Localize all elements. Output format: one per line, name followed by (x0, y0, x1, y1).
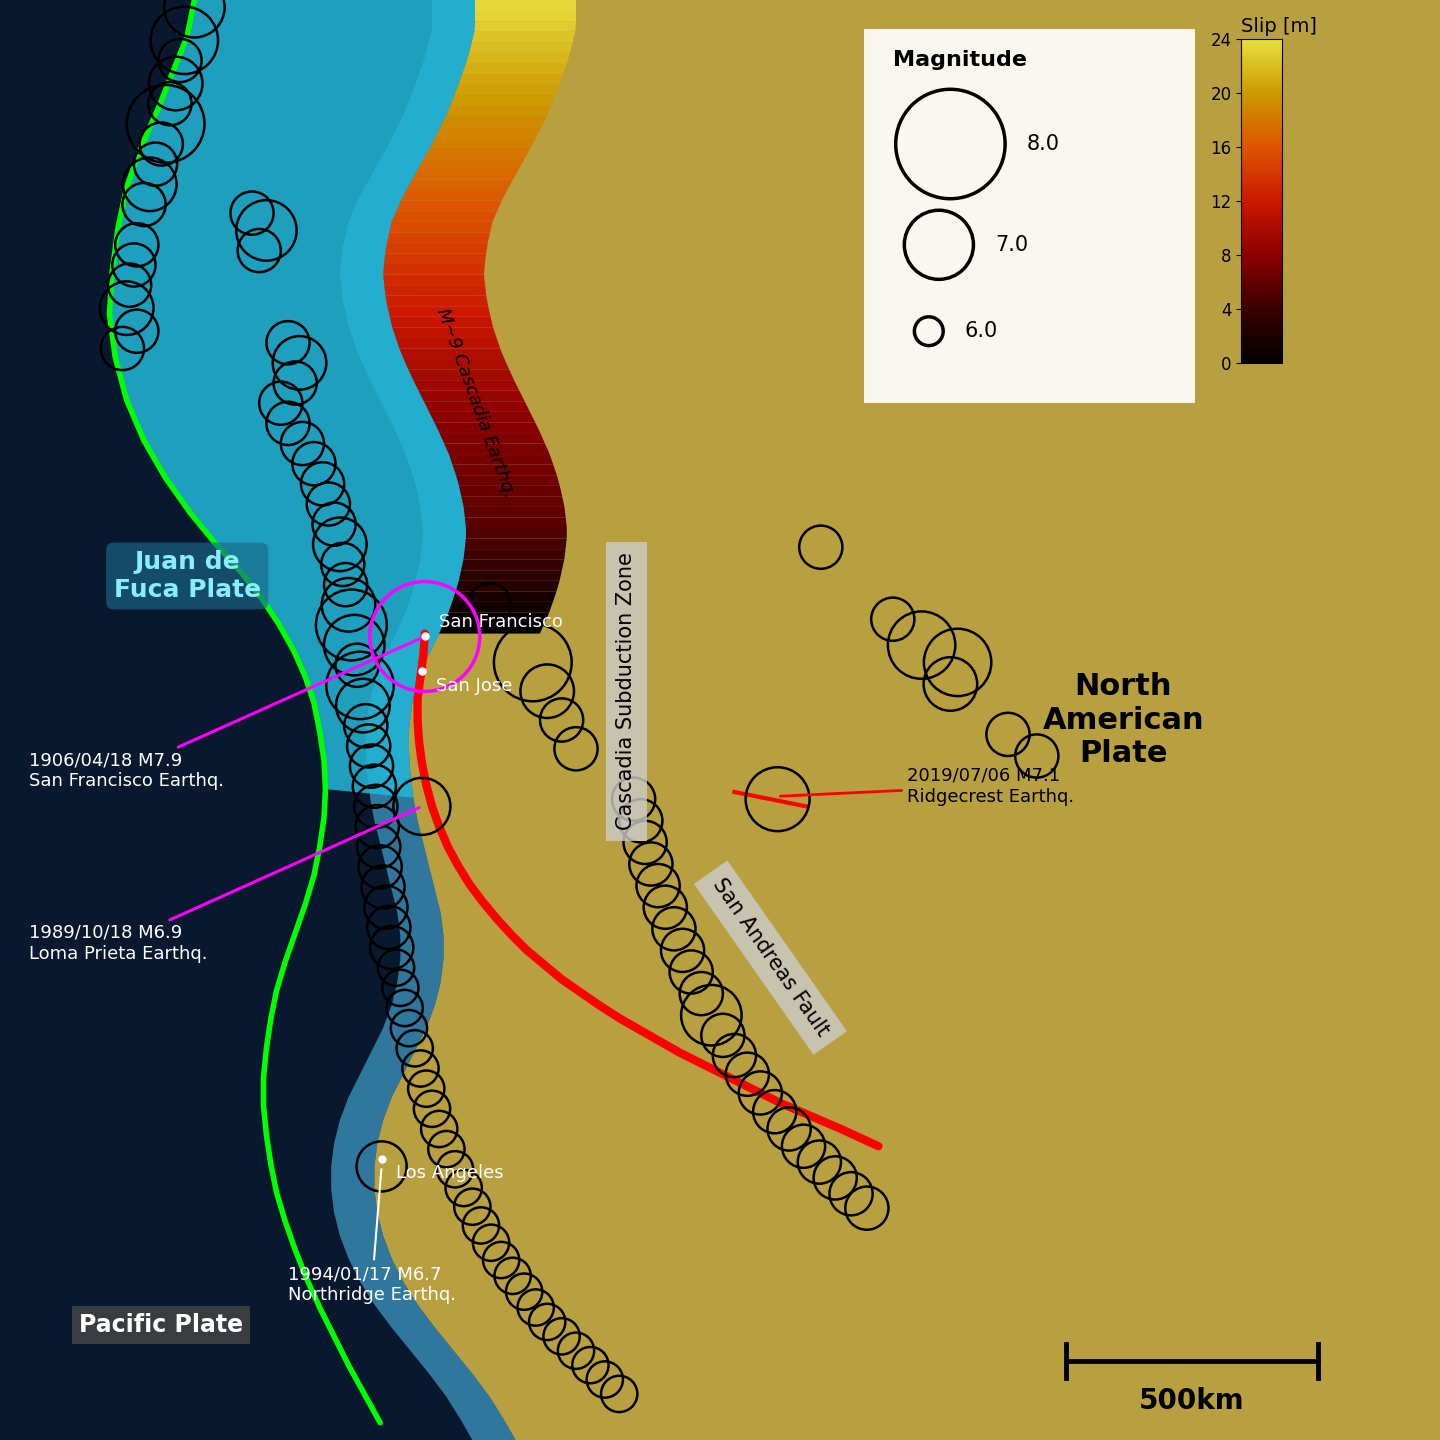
Polygon shape (412, 168, 518, 180)
Polygon shape (475, 22, 576, 32)
Polygon shape (449, 454, 553, 465)
Polygon shape (384, 285, 487, 295)
Polygon shape (451, 95, 556, 105)
Polygon shape (458, 73, 563, 85)
Text: Cascadia Subduction Zone: Cascadia Subduction Zone (616, 553, 636, 829)
Polygon shape (452, 592, 556, 602)
Polygon shape (469, 42, 573, 53)
Polygon shape (387, 232, 490, 243)
Polygon shape (406, 180, 513, 190)
Polygon shape (467, 528, 567, 539)
Polygon shape (464, 549, 566, 560)
Polygon shape (465, 539, 567, 549)
Polygon shape (448, 602, 553, 612)
Text: 8.0: 8.0 (1027, 134, 1060, 154)
Polygon shape (465, 517, 567, 528)
Text: San Jose: San Jose (436, 677, 513, 696)
Polygon shape (392, 212, 497, 222)
Polygon shape (331, 0, 516, 1440)
Polygon shape (384, 253, 487, 264)
Text: Magnitude: Magnitude (893, 50, 1027, 71)
Text: 1989/10/18 M6.9
Loma Prieta Earthq.: 1989/10/18 M6.9 Loma Prieta Earthq. (29, 808, 419, 962)
Text: North
American
Plate: North American Plate (1043, 672, 1204, 768)
Polygon shape (423, 148, 531, 158)
Polygon shape (435, 422, 540, 433)
Polygon shape (446, 105, 552, 117)
Text: 6.0: 6.0 (965, 321, 998, 341)
Text: 2019/07/06 M7.1
Ridgecrest Earthq.: 2019/07/06 M7.1 Ridgecrest Earthq. (780, 768, 1074, 805)
Polygon shape (431, 137, 536, 148)
Polygon shape (435, 127, 541, 137)
Polygon shape (383, 275, 485, 285)
Text: 7.0: 7.0 (995, 235, 1028, 255)
Polygon shape (419, 390, 524, 402)
Polygon shape (455, 580, 560, 592)
Polygon shape (461, 497, 564, 507)
Polygon shape (418, 158, 524, 168)
Polygon shape (402, 190, 507, 200)
Polygon shape (475, 10, 576, 22)
Text: San Francisco: San Francisco (439, 613, 563, 631)
Polygon shape (374, 0, 1440, 1440)
Polygon shape (467, 53, 570, 63)
Polygon shape (459, 485, 562, 497)
Polygon shape (452, 465, 557, 475)
Polygon shape (396, 338, 500, 348)
Polygon shape (464, 507, 566, 517)
Text: Los Angeles: Los Angeles (396, 1164, 504, 1181)
Polygon shape (386, 243, 488, 253)
FancyBboxPatch shape (864, 29, 1195, 403)
Polygon shape (444, 612, 549, 624)
Polygon shape (459, 570, 562, 580)
Text: Slip [m]: Slip [m] (1241, 17, 1318, 36)
Polygon shape (389, 222, 492, 232)
Polygon shape (403, 359, 510, 370)
Polygon shape (399, 348, 504, 359)
Text: San Andreas Fault: San Andreas Fault (708, 876, 832, 1040)
Polygon shape (456, 475, 560, 485)
Text: 1906/04/18 M7.9
San Francisco Earthq.: 1906/04/18 M7.9 San Francisco Earthq. (29, 638, 422, 789)
Polygon shape (439, 624, 544, 634)
Polygon shape (472, 32, 576, 42)
Text: M~9 Cascadia Earthq.: M~9 Cascadia Earthq. (432, 307, 518, 500)
Polygon shape (439, 433, 544, 444)
Polygon shape (475, 0, 576, 10)
Polygon shape (441, 117, 547, 127)
Text: 1994/01/17 M6.7
Northridge Earthq.: 1994/01/17 M6.7 Northridge Earthq. (288, 1169, 456, 1303)
Polygon shape (109, 0, 475, 798)
Text: 500km: 500km (1139, 1387, 1244, 1414)
Polygon shape (396, 200, 503, 212)
Polygon shape (462, 63, 567, 73)
Polygon shape (461, 560, 564, 570)
Polygon shape (390, 317, 492, 327)
Text: Juan de
Fuca Plate: Juan de Fuca Plate (114, 550, 261, 602)
Polygon shape (455, 85, 559, 95)
Polygon shape (383, 264, 485, 275)
Polygon shape (387, 307, 491, 317)
Text: Pacific Plate: Pacific Plate (79, 1313, 243, 1336)
Polygon shape (423, 402, 530, 412)
Polygon shape (386, 295, 488, 307)
Polygon shape (429, 412, 536, 422)
Polygon shape (444, 444, 550, 454)
Polygon shape (392, 327, 497, 338)
Polygon shape (413, 380, 520, 390)
Polygon shape (409, 370, 514, 380)
